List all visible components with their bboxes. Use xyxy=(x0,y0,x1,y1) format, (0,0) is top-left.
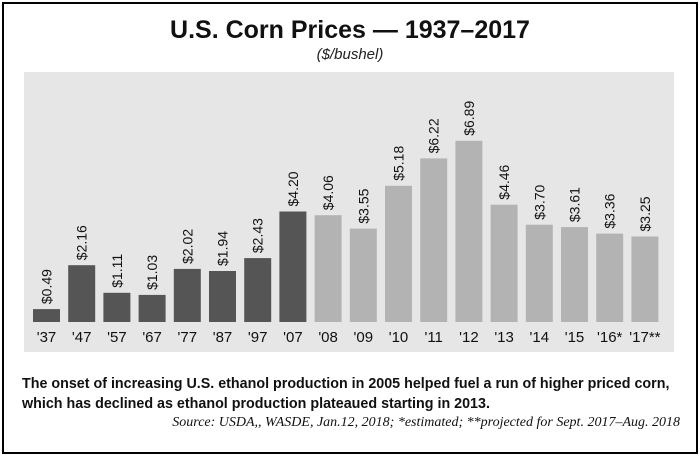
value-label-13: $4.46 xyxy=(496,164,512,199)
bar-8 xyxy=(314,215,342,322)
bar-17 xyxy=(631,236,659,322)
value-label-7: $4.20 xyxy=(285,171,301,206)
value-label-8: $4.06 xyxy=(320,175,336,210)
category-label-12: '12 xyxy=(459,329,479,346)
value-label-9: $3.55 xyxy=(355,188,371,223)
value-label-0: $0.49 xyxy=(39,269,55,304)
category-label-2: '57 xyxy=(107,329,127,346)
source-note: Source: USDA,, WASDE, Jan.12, 2018; *est… xyxy=(172,415,680,430)
value-label-15: $3.61 xyxy=(567,187,583,222)
category-label-6: '97 xyxy=(248,329,268,346)
category-label-10: '10 xyxy=(389,329,409,346)
chart-caption: The onset of increasing U.S. ethanol pro… xyxy=(22,376,670,412)
value-label-16: $3.36 xyxy=(602,193,618,228)
value-label-11: $6.22 xyxy=(426,118,442,153)
category-label-11: '11 xyxy=(424,329,442,346)
bar-9 xyxy=(349,228,377,322)
category-label-13: '13 xyxy=(494,329,514,346)
bar-2 xyxy=(103,292,131,322)
bar-6 xyxy=(244,258,272,322)
category-label-0: '37 xyxy=(37,329,57,346)
bar-4 xyxy=(173,268,201,322)
category-label-7: '07 xyxy=(283,329,303,346)
category-label-9: '09 xyxy=(354,329,374,346)
value-label-14: $3.70 xyxy=(531,184,547,219)
chart-subtitle: ($/bushel) xyxy=(316,46,384,63)
value-label-6: $2.43 xyxy=(250,218,266,253)
bar-16 xyxy=(596,233,624,322)
bar-15 xyxy=(561,227,588,322)
value-label-2: $1.11 xyxy=(109,254,125,288)
value-label-1: $2.16 xyxy=(74,225,90,260)
category-label-16: '16* xyxy=(597,329,623,346)
category-label-4: '77 xyxy=(178,329,198,346)
category-label-15: '15 xyxy=(565,329,585,346)
category-label-1: '47 xyxy=(72,329,92,346)
value-label-5: $1.94 xyxy=(215,231,231,266)
bar-3 xyxy=(138,294,166,322)
category-label-3: '67 xyxy=(142,329,162,346)
category-label-5: '87 xyxy=(213,329,233,346)
bar-12 xyxy=(455,140,483,322)
bar-14 xyxy=(525,224,553,322)
bar-1 xyxy=(68,265,96,322)
value-label-10: $5.18 xyxy=(391,146,407,181)
value-label-12: $6.89 xyxy=(461,101,477,136)
bar-5 xyxy=(209,271,236,322)
bar-7 xyxy=(279,211,307,322)
category-label-17: '17** xyxy=(629,329,660,346)
bar-10 xyxy=(385,185,412,322)
value-label-17: $3.25 xyxy=(637,196,653,231)
bar-0 xyxy=(33,309,60,322)
bar-11 xyxy=(420,158,448,322)
value-label-4: $2.02 xyxy=(179,229,195,264)
bar-13 xyxy=(490,204,518,322)
chart-title: U.S. Corn Prices — 1937–2017 xyxy=(170,16,530,44)
value-label-3: $1.03 xyxy=(144,255,160,290)
category-label-8: '08 xyxy=(318,329,338,346)
category-label-14: '14 xyxy=(530,329,550,346)
